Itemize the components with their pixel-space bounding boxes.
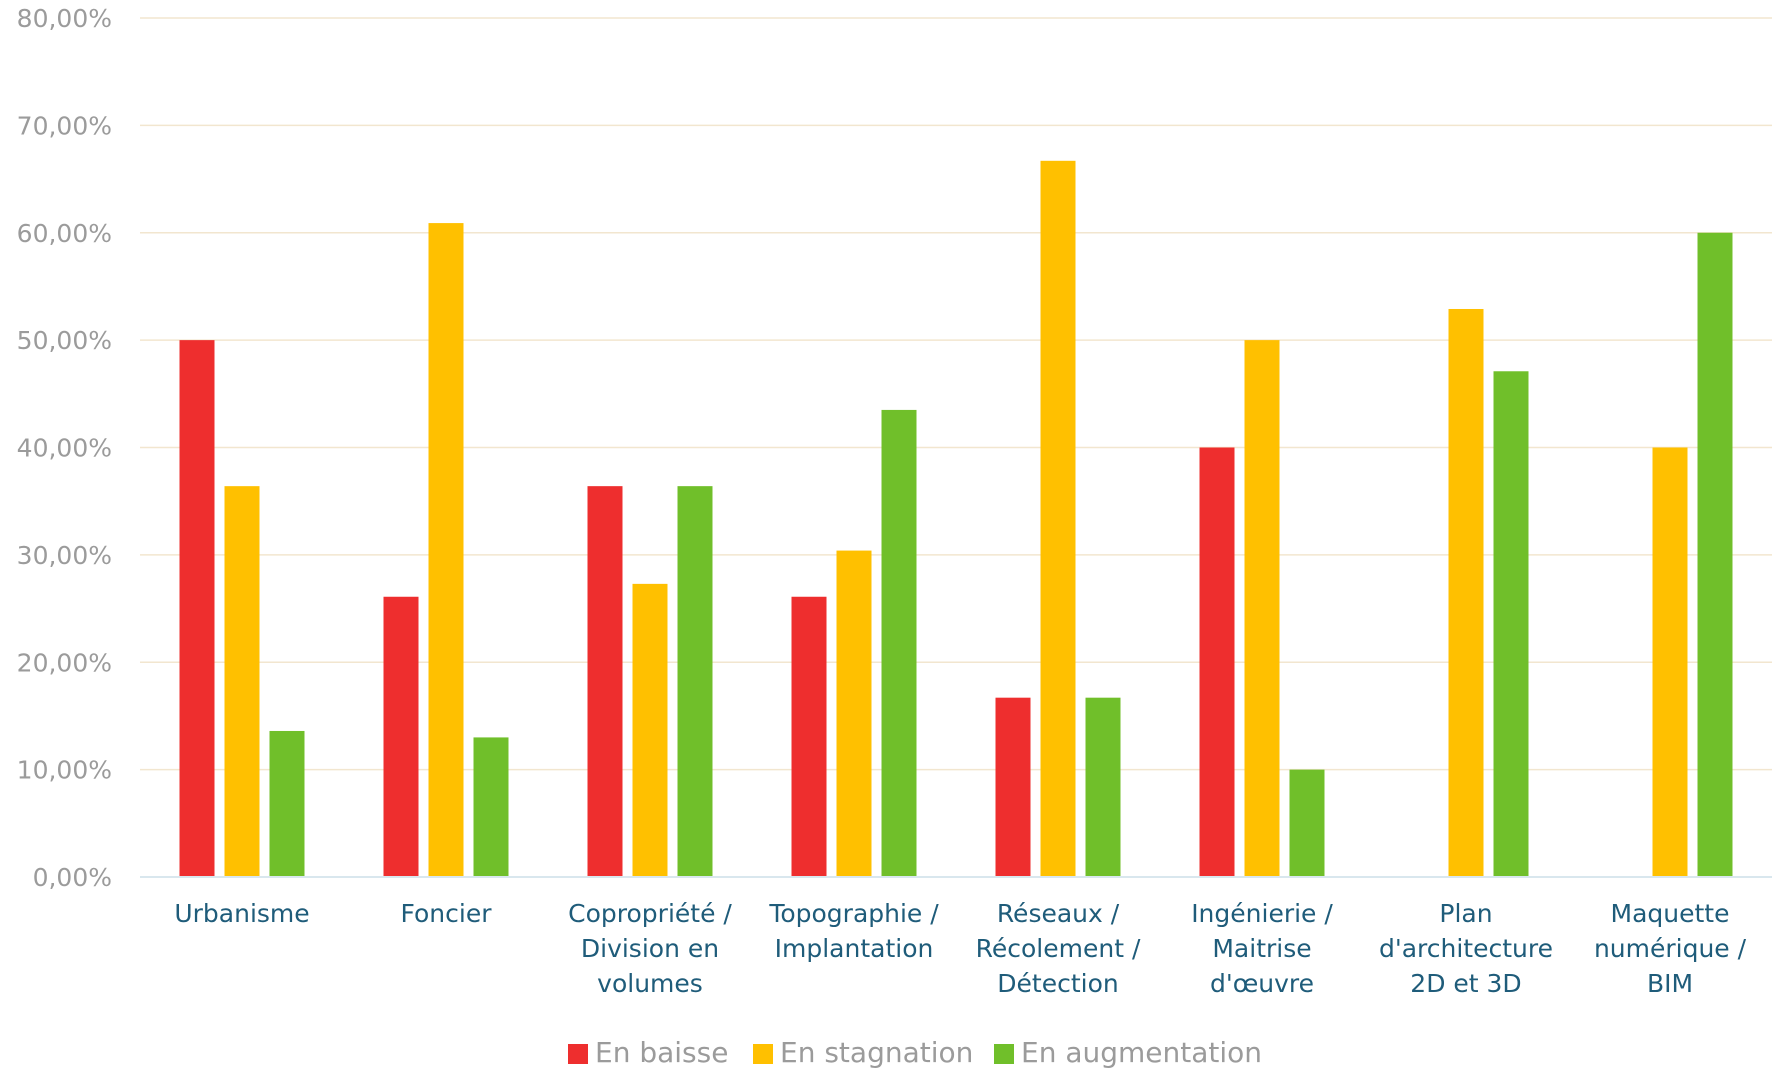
y-tick-label: 10,00% [17, 756, 112, 785]
x-tick-label: Plan d'architecture 2D et 3D [1379, 899, 1553, 998]
y-tick-label: 20,00% [17, 648, 112, 677]
y-tick-label: 70,00% [17, 111, 112, 140]
y-tick-label: 60,00% [17, 219, 112, 248]
bar [1199, 447, 1235, 877]
x-tick-label-line: Maquette [1611, 899, 1730, 928]
x-tick-label-line: Maitrise [1212, 934, 1311, 963]
bar [269, 730, 305, 877]
x-tick-label-line: d'œuvre [1210, 969, 1314, 998]
bar [383, 596, 419, 877]
x-tick-label-line: Division en [581, 934, 719, 963]
bar [677, 486, 713, 877]
bars [179, 160, 1733, 878]
x-tick-label-line: Ingénierie / [1191, 899, 1333, 928]
x-tick-label-line: Topographie / [768, 899, 939, 928]
y-tick-label: 30,00% [17, 541, 112, 570]
bar [179, 340, 215, 877]
bar [1448, 308, 1484, 878]
x-tick-label-line: numérique / [1594, 934, 1747, 963]
legend-swatch [753, 1044, 773, 1064]
bar [836, 550, 872, 877]
y-tick-label: 0,00% [33, 863, 112, 892]
x-tick-label-line: Urbanisme [174, 899, 309, 928]
x-tick-label: Ingénierie / Maitrise d'œuvre [1191, 899, 1333, 998]
bar [224, 486, 260, 877]
bar [1040, 160, 1076, 878]
x-tick-label-line: Copropriété / [568, 899, 732, 928]
legend-label: En stagnation [780, 1036, 973, 1069]
bar [632, 583, 668, 877]
x-tick-label-line: 2D et 3D [1410, 969, 1521, 998]
x-tick-label-line: Réseaux / [997, 899, 1120, 928]
x-tick-label-line: BIM [1647, 969, 1693, 998]
x-tick-label-line: Implantation [775, 934, 934, 963]
bar [1697, 232, 1733, 877]
bar [473, 737, 509, 877]
axes: 0,00% 10,00% 20,00% 30,00% 40,00% 50,00% 60,00… [17, 4, 1772, 998]
x-tick-label-line: volumes [597, 969, 703, 998]
bar [1652, 447, 1688, 877]
legend-label: En baisse [595, 1036, 728, 1069]
y-tick-label: 40,00% [17, 434, 112, 463]
bar [428, 223, 464, 877]
x-tick-label: Réseaux / Récolement / Détection [976, 899, 1141, 998]
y-tick-label: 80,00% [17, 4, 112, 33]
bar [1289, 769, 1325, 877]
legend-swatch [994, 1044, 1014, 1064]
bar [1493, 371, 1529, 877]
x-tick-label-line: Plan [1439, 899, 1492, 928]
x-tick-label-line: Foncier [401, 899, 493, 928]
x-tick-label: Foncier [401, 899, 493, 928]
bar [1085, 697, 1121, 877]
x-tick-label: Copropriété / Division en volumes [568, 899, 732, 998]
bar [995, 697, 1031, 877]
legend-swatch [568, 1044, 588, 1064]
bar [791, 596, 827, 877]
x-tick-label: Topographie / Implantation [768, 899, 939, 963]
x-tick-label: Maquette numérique / BIM [1594, 899, 1747, 998]
x-tick-label-line: Récolement / [976, 934, 1141, 963]
bar [587, 486, 623, 877]
x-tick-label: Urbanisme [174, 899, 309, 928]
x-tick-label-line: Détection [997, 969, 1118, 998]
x-tick-label-line: d'architecture [1379, 934, 1553, 963]
bar [881, 409, 917, 877]
bar [1244, 340, 1280, 877]
legend-label: En augmentation [1021, 1036, 1262, 1069]
legend: En baisse En stagnation En augmentation [568, 1036, 1262, 1069]
y-tick-label: 50,00% [17, 326, 112, 355]
